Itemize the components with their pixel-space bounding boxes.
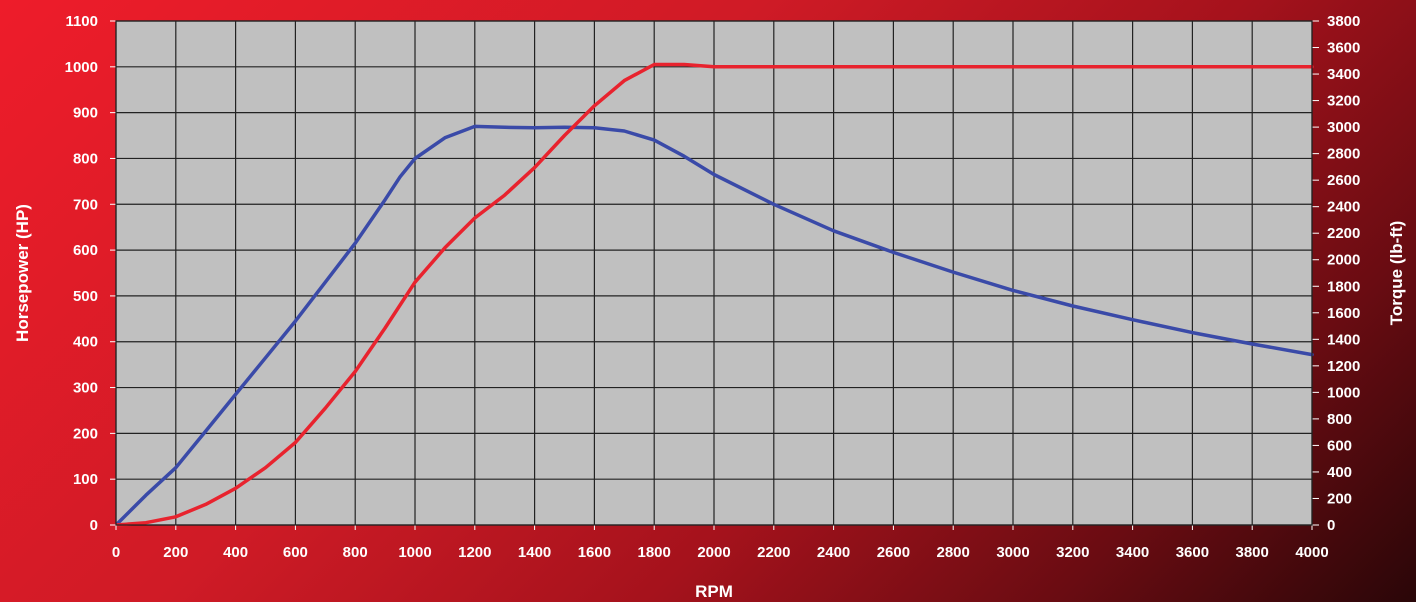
x-tick-label: 2400 [817, 544, 850, 561]
tick-labels: 0 200 400 600 800 1000 1200 1400 1600 1800 2000 220… [65, 13, 1361, 561]
y-tick-label-right: 2200 [1327, 225, 1360, 242]
y-tick-label-left: 1000 [65, 59, 98, 76]
y-tick-label-right: 2600 [1327, 172, 1360, 189]
y-tick-label-left: 600 [73, 242, 98, 259]
y-tick-label-left: 0 [90, 517, 98, 534]
y-tick-label-right: 3000 [1327, 119, 1360, 136]
y-tick-label-left: 900 [73, 105, 98, 122]
x-tick-label: 0 [112, 544, 120, 561]
y-tick-label-right: 3200 [1327, 93, 1360, 110]
x-tick-label: 1000 [398, 544, 431, 561]
grid-lines [115, 20, 1313, 526]
y-tick-label-right: 2400 [1327, 199, 1360, 216]
x-tick-label: 2800 [937, 544, 970, 561]
y-tick-label-left: 700 [73, 196, 98, 213]
series-line-2 [114, 62, 1314, 527]
series-line-1 [114, 124, 1314, 527]
y-tick-label-right: 3800 [1327, 13, 1360, 30]
y-tick-label-left: 100 [73, 471, 98, 488]
y-tick-label-left: 800 [73, 150, 98, 167]
x-tick-label: 2200 [757, 544, 790, 561]
x-tick-label: 3600 [1176, 544, 1209, 561]
y-tick-label-right: 0 [1327, 517, 1335, 534]
y-tick-label-right: 2000 [1327, 252, 1360, 269]
axes [110, 20, 1319, 530]
y-tick-label-left: 1100 [65, 13, 98, 30]
y-tick-label-right: 2800 [1327, 146, 1360, 163]
x-tick-label: 2600 [877, 544, 910, 561]
x-tick-label: 400 [223, 544, 248, 561]
y-tick-label-right: 400 [1327, 464, 1352, 481]
y-tick-label-left: 400 [73, 334, 98, 351]
x-tick-label: 800 [343, 544, 368, 561]
y-tick-label-right: 1800 [1327, 278, 1360, 295]
series-layer [114, 62, 1314, 527]
y-tick-label-right: 1200 [1327, 358, 1360, 375]
x-tick-label: 1600 [578, 544, 611, 561]
x-tick-label: 1400 [518, 544, 551, 561]
x-tick-label: 1800 [638, 544, 671, 561]
y-tick-label-left: 500 [73, 288, 98, 305]
x-tick-label: 1200 [458, 544, 491, 561]
plot-frame [115, 20, 1313, 526]
x-tick-label: 3200 [1056, 544, 1089, 561]
x-axis-title: RPM [695, 582, 733, 601]
x-tick-label: 200 [163, 544, 188, 561]
y-tick-label-right: 200 [1327, 490, 1352, 507]
x-tick-label: 4000 [1295, 544, 1328, 561]
y-tick-label-right: 1400 [1327, 331, 1360, 348]
y-tick-label-right: 1000 [1327, 384, 1360, 401]
x-tick-label: 600 [283, 544, 308, 561]
y-tick-label-right: 1600 [1327, 305, 1360, 322]
y-axis-title-right: Torque (lb-ft) [1387, 221, 1406, 325]
y-tick-label-right: 600 [1327, 437, 1352, 454]
x-tick-label: 3800 [1236, 544, 1269, 561]
y-tick-label-right: 3600 [1327, 40, 1360, 57]
y-tick-label-left: 300 [73, 380, 98, 397]
x-tick-label: 3400 [1116, 544, 1149, 561]
y-tick-label-right: 800 [1327, 411, 1352, 428]
y-axis-title-left: Horsepower (HP) [13, 204, 32, 342]
x-tick-label: 3000 [996, 544, 1029, 561]
y-tick-label-left: 200 [73, 425, 98, 442]
y-tick-label-right: 3400 [1327, 66, 1360, 83]
x-tick-label: 2000 [697, 544, 730, 561]
